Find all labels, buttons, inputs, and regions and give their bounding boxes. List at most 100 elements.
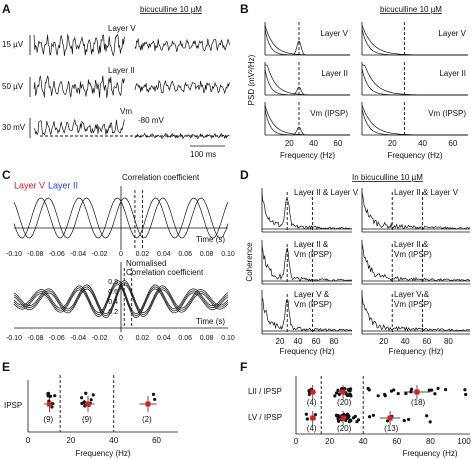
scale-label: 15 µV bbox=[2, 40, 24, 49]
trace bbox=[134, 79, 230, 94]
dot bbox=[346, 414, 350, 418]
dot bbox=[383, 392, 387, 397]
dot bbox=[340, 387, 344, 391]
x-tick-label: 80 bbox=[426, 437, 435, 446]
dot bbox=[334, 413, 339, 418]
dot bbox=[346, 388, 350, 392]
mean bbox=[387, 415, 393, 421]
condition: In bicuculline 10 µM bbox=[352, 173, 423, 182]
dot bbox=[91, 393, 95, 397]
axis-title: Time (s) bbox=[196, 317, 225, 326]
trace bbox=[264, 68, 350, 96]
scale-label: 50 µV bbox=[2, 82, 24, 91]
count-label: (2) bbox=[142, 415, 152, 424]
x-tick-label: -0.04 bbox=[70, 335, 86, 342]
x-tick-label: 20 bbox=[66, 436, 75, 445]
plot-title: Correlation coefficient bbox=[126, 268, 204, 277]
trace bbox=[261, 298, 353, 332]
count-label: (4) bbox=[307, 398, 317, 407]
dot bbox=[336, 388, 340, 392]
x-tick-label: -0.02 bbox=[92, 251, 108, 258]
row-label: Vm (IPSP) bbox=[294, 300, 332, 309]
dot bbox=[82, 400, 86, 404]
x-tick-label: 0.02 bbox=[136, 335, 150, 342]
row-label: Layer II & Layer V bbox=[394, 188, 459, 197]
axis-title: PSD (mV²/Hz) bbox=[247, 54, 256, 105]
axis-title: Frequency (Hz) bbox=[387, 151, 442, 160]
count-label: (9) bbox=[82, 415, 92, 424]
dot bbox=[337, 392, 341, 396]
count-label: (18) bbox=[411, 398, 426, 407]
count-label: (20) bbox=[337, 398, 352, 407]
row-label: Layer II & Layer V bbox=[294, 188, 359, 197]
mean bbox=[310, 415, 316, 421]
x-tick-label: 40 bbox=[359, 437, 368, 446]
x-tick-label: -0.10 bbox=[6, 251, 22, 258]
x-tick-label: 60 bbox=[312, 337, 321, 346]
dot bbox=[53, 394, 57, 398]
x-tick-label: 0.08 bbox=[200, 251, 214, 258]
x-tick-label: 20 bbox=[379, 337, 388, 346]
x-tick-label: 0.04 bbox=[157, 251, 171, 258]
dot bbox=[428, 420, 432, 424]
row-label: Layer II bbox=[439, 69, 466, 78]
mean bbox=[85, 401, 91, 407]
trace-name: Layer V bbox=[108, 24, 136, 33]
x-tick-label: 20 bbox=[285, 139, 294, 148]
trace bbox=[264, 108, 350, 136]
dot bbox=[347, 393, 351, 397]
trace bbox=[33, 33, 125, 57]
dot bbox=[343, 387, 347, 391]
dot bbox=[333, 394, 337, 398]
x-tick-label: 20 bbox=[276, 337, 285, 346]
trace bbox=[264, 28, 350, 56]
x-tick-label: 20 bbox=[325, 437, 334, 446]
dot bbox=[436, 386, 440, 391]
x-tick-label: -0.02 bbox=[92, 335, 108, 342]
x-tick-label: 0 bbox=[119, 335, 123, 342]
x-tick-label: 60 bbox=[422, 337, 431, 346]
trace bbox=[13, 197, 229, 239]
x-tick-label: -0.10 bbox=[6, 335, 22, 342]
dot bbox=[307, 392, 311, 396]
row-label: Layer V bbox=[438, 29, 466, 38]
row-label: LV / IPSP bbox=[248, 413, 282, 422]
trace bbox=[361, 191, 471, 230]
dot bbox=[425, 414, 429, 418]
dot bbox=[392, 388, 396, 392]
potential-label: -80 mV bbox=[138, 116, 164, 125]
dot bbox=[407, 417, 411, 422]
x-tick-label: 0.02 bbox=[136, 251, 150, 258]
x-tick-label: 100 bbox=[457, 437, 471, 446]
row-label: Vm (IPSP) bbox=[294, 250, 332, 259]
trace bbox=[13, 280, 229, 314]
dot bbox=[427, 388, 431, 392]
trace bbox=[361, 108, 468, 136]
panel-label: D bbox=[240, 168, 249, 182]
dot bbox=[84, 391, 88, 395]
legend-entry: Layer II bbox=[48, 180, 78, 190]
row-label: Vm (IPSP) bbox=[428, 109, 466, 118]
row-label: Layer V & bbox=[394, 290, 430, 299]
panel-label: F bbox=[240, 360, 247, 374]
trace bbox=[261, 245, 353, 282]
axis-title: Frequency (Hz) bbox=[280, 151, 335, 160]
dot bbox=[305, 417, 309, 421]
trace bbox=[33, 119, 125, 136]
row-label: IPSP bbox=[4, 401, 22, 410]
dot bbox=[396, 391, 400, 396]
trace bbox=[134, 132, 230, 140]
count-label: (20) bbox=[337, 424, 352, 433]
trace bbox=[361, 243, 470, 282]
legend-entry: Layer V bbox=[14, 180, 45, 190]
trace bbox=[361, 28, 468, 56]
x-tick-label: 60 bbox=[152, 436, 161, 445]
dot bbox=[151, 392, 156, 396]
dot bbox=[367, 415, 372, 419]
scale-label: 30 mV bbox=[2, 123, 26, 132]
time-scale: 100 ms bbox=[190, 150, 216, 159]
x-tick-label: 20 bbox=[388, 139, 397, 148]
plot-title: Correlation coefficient bbox=[122, 173, 200, 182]
dot bbox=[46, 391, 51, 396]
trace bbox=[33, 75, 125, 98]
